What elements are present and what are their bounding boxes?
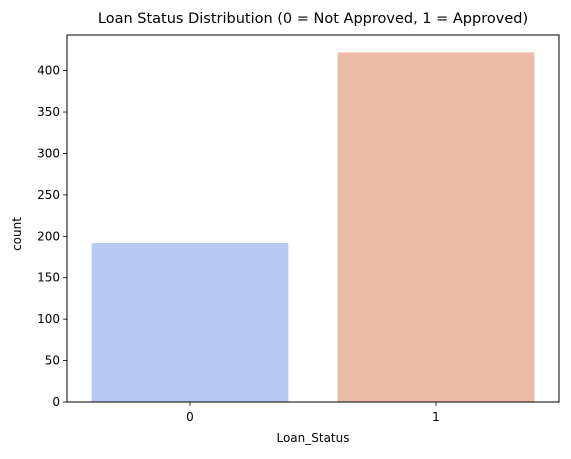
y-tick-label: 50 [45,354,60,368]
y-tick-label: 100 [37,312,60,326]
plot-frame [66,34,560,403]
y-tick-label: 200 [37,229,60,243]
y-tick-label: 400 [37,64,60,78]
x-axis-label: Loan_Status [276,431,349,445]
y-axis-label: count [10,217,24,251]
y-tick-label: 250 [37,188,60,202]
bar-0 [91,242,289,402]
y-tick-label: 300 [37,146,60,160]
x-tick-label: 1 [432,410,440,424]
bar-1 [337,52,535,403]
y-tick-label: 350 [37,105,60,119]
chart-title: Loan Status Distribution (0 = Not Approv… [98,11,528,27]
x-tick-label: 0 [186,410,194,424]
y-tick-label: 0 [52,395,60,409]
y-tick-label: 150 [37,271,60,285]
plot-area [91,52,535,403]
